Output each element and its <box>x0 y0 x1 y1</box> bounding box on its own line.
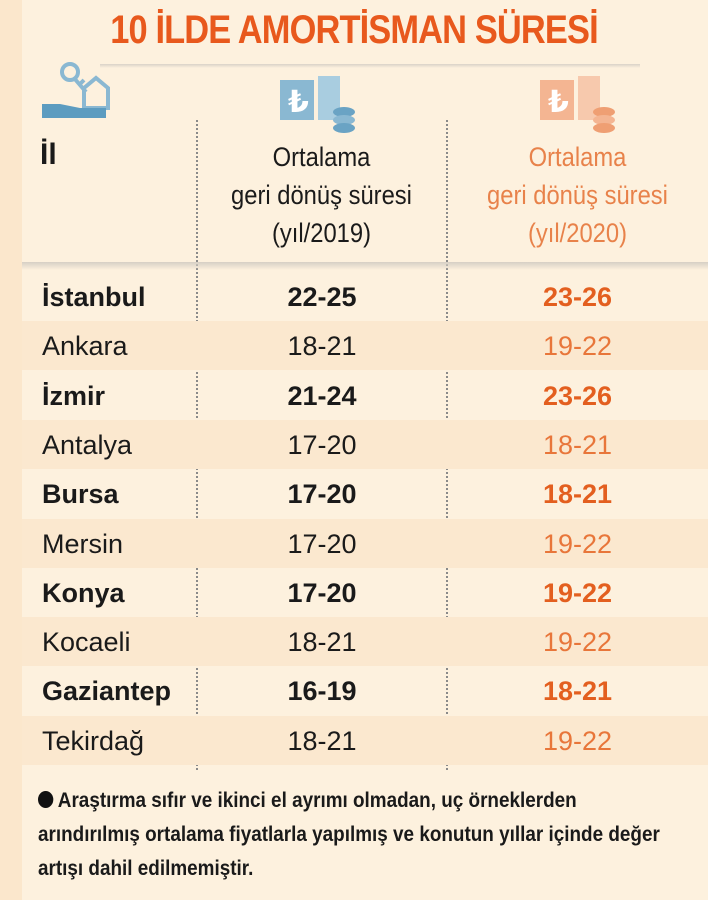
svg-text:₺: ₺ <box>548 85 569 120</box>
city-name: Ankara <box>42 331 128 362</box>
value-2019: 18-21 <box>287 627 357 658</box>
header-2020: Ortalama geri dönüş süresi (yıl/2020) <box>463 138 693 252</box>
value-2019: 18-21 <box>287 331 357 362</box>
header-2020-line: Ortalama <box>528 142 627 172</box>
table-row: Konya 17-20 19-22 <box>22 568 708 617</box>
table-row: Gaziantep 16-19 18-21 <box>22 666 708 715</box>
city-name: Tekirdağ <box>42 725 145 756</box>
table-row: İzmir 21-24 23-26 <box>22 371 708 420</box>
city-name: Mersin <box>42 528 124 559</box>
value-2019: 17-20 <box>287 577 357 608</box>
bullet-icon <box>38 791 54 808</box>
table-row: Kocaeli 18-21 19-22 <box>22 617 708 667</box>
header-2019-line: geri dönüş süresi <box>231 180 412 210</box>
header-city: İl <box>40 138 57 171</box>
city-name: Konya <box>42 577 125 608</box>
value-2020: 19-22 <box>542 577 613 608</box>
header-2019-line: (yıl/2019) <box>271 218 372 248</box>
header-2019: Ortalama geri dönüş süresi (yıl/2019) <box>212 138 431 252</box>
value-2019: 17-20 <box>287 528 357 559</box>
table-row: Tekirdağ 18-21 19-22 <box>22 715 708 765</box>
header-2020-line: (yıl/2020) <box>527 218 628 248</box>
city-name: İzmir <box>42 380 106 411</box>
value-2020: 23-26 <box>542 282 613 312</box>
value-2019: 21-24 <box>287 380 357 411</box>
header-shadow <box>22 262 708 270</box>
header-2019-line: Ortalama <box>272 142 371 172</box>
value-2019: 17-20 <box>287 479 357 510</box>
city-name: Gaziantep <box>42 676 172 707</box>
value-2020: 19-22 <box>542 331 613 362</box>
city-name: Kocaeli <box>42 627 131 658</box>
value-2019: 16-19 <box>287 676 357 707</box>
lira-coins-icon-2020: ₺ <box>540 76 615 133</box>
value-2019: 18-21 <box>287 725 357 756</box>
value-2020: 19-22 <box>542 725 613 756</box>
city-name: Bursa <box>42 479 119 510</box>
value-2019: 17-20 <box>287 429 357 460</box>
value-2020: 18-21 <box>542 479 613 510</box>
city-name: Antalya <box>42 429 133 460</box>
value-2020: 19-22 <box>542 528 613 559</box>
house-key-hand-icon <box>42 62 110 118</box>
value-2020: 18-21 <box>542 676 613 707</box>
table-row: Bursa 17-20 18-21 <box>22 469 708 518</box>
svg-text:₺: ₺ <box>288 85 309 120</box>
table-row: Mersin 17-20 19-22 <box>22 518 708 568</box>
title-underline <box>100 64 640 68</box>
lira-coins-icon-2019: ₺ <box>280 76 355 133</box>
value-2020: 19-22 <box>542 627 613 658</box>
header-2020-line: geri dönüş süresi <box>487 180 668 210</box>
footnote: Araştırma sıfır ve ikinci el ayrımı olma… <box>38 784 668 886</box>
table-row: Ankara 18-21 19-22 <box>22 321 708 371</box>
footnote-text: Araştırma sıfır ve ikinci el ayrımı olma… <box>38 789 660 880</box>
value-2019: 22-25 <box>287 282 357 312</box>
value-2020: 18-21 <box>542 429 613 460</box>
city-name: İstanbul <box>42 282 146 312</box>
left-strip <box>0 0 22 900</box>
page-title: 10 İLDE AMORTİSMAN SÜRESİ <box>110 8 598 52</box>
table-row: İstanbul 22-25 23-26 <box>22 272 708 321</box>
value-2020: 23-26 <box>542 380 613 411</box>
table-row: Antalya 17-20 18-21 <box>22 419 708 469</box>
